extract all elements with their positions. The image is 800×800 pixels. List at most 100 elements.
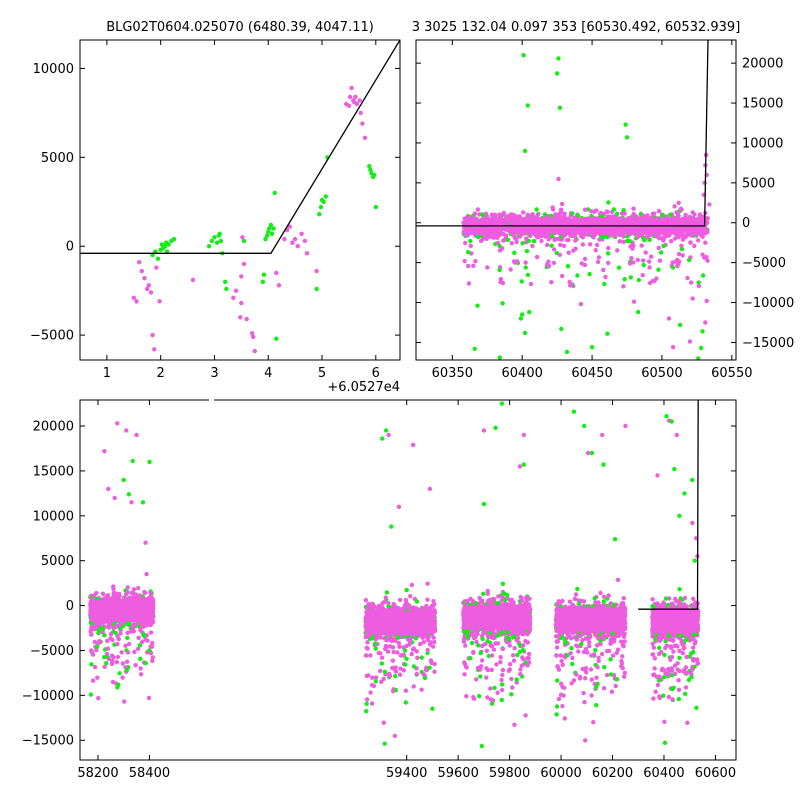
- data-point-magenta: [139, 268, 144, 274]
- data-point-band: [641, 258, 646, 263]
- data-point-green: [241, 238, 247, 244]
- data-point-band: [501, 210, 507, 216]
- data-point-band: [115, 633, 120, 639]
- data-point-magenta: [238, 315, 243, 320]
- model-curve: [80, 40, 400, 254]
- data-point-band: [501, 238, 506, 243]
- data-point-band: [150, 640, 155, 646]
- outlier-point-magenta: [676, 200, 681, 205]
- data-point-band: [373, 679, 378, 684]
- data-point-band: [552, 236, 558, 241]
- outlier-point-green: [522, 148, 528, 154]
- data-point-band: [118, 631, 123, 636]
- data-point-band: [628, 244, 633, 249]
- data-point-green: [373, 204, 378, 210]
- data-point-band: [672, 236, 678, 241]
- data-point-band: [696, 280, 701, 285]
- data-point-band: [544, 218, 549, 224]
- data-point-band: [615, 218, 620, 223]
- data-point-band: [135, 646, 141, 652]
- data-point-band: [697, 212, 703, 217]
- data-point-band: [676, 259, 682, 264]
- data-point-band: [411, 684, 416, 689]
- data-point-band: [132, 604, 138, 609]
- data-point-band: [530, 243, 535, 249]
- data-point-band: [621, 208, 626, 213]
- data-point-band: [549, 280, 554, 285]
- data-point-band: [646, 259, 652, 264]
- data-point-band: [673, 259, 679, 264]
- data-point-band: [628, 230, 633, 235]
- data-point-green: [223, 279, 228, 284]
- data-point-band: [369, 701, 375, 706]
- data-point-band: [641, 262, 646, 268]
- data-point-band: [497, 212, 502, 217]
- data-point-band: [637, 219, 642, 225]
- data-point-band: [547, 230, 552, 235]
- data-point-band: [527, 221, 532, 226]
- data-point-band: [557, 252, 562, 257]
- data-point-band: [89, 648, 94, 653]
- data-point-band: [680, 237, 686, 242]
- data-point-band: [144, 571, 149, 577]
- data-point-band: [700, 273, 706, 278]
- data-point-band: [593, 248, 598, 253]
- data-point-band: [675, 263, 680, 269]
- data-point-magenta: [287, 224, 292, 229]
- data-point-band: [431, 644, 436, 649]
- outlier-point-green: [696, 356, 701, 360]
- outlier-point-magenta: [702, 180, 707, 185]
- data-point-band: [669, 239, 674, 244]
- data-point-band: [595, 259, 601, 265]
- data-point-band: [95, 675, 100, 680]
- data-point-band: [142, 601, 148, 606]
- data-point-band: [657, 236, 662, 241]
- data-point-band: [364, 645, 369, 650]
- data-point-band: [587, 242, 593, 247]
- data-point-green: [209, 238, 214, 244]
- data-point-band: [491, 216, 496, 221]
- data-point-band: [124, 599, 130, 604]
- data-point-band: [688, 240, 693, 245]
- data-point-band: [392, 733, 398, 739]
- data-point-green: [218, 238, 224, 244]
- data-point-band: [125, 650, 131, 655]
- data-point-band: [563, 230, 568, 235]
- data-point-band: [408, 594, 413, 599]
- data-point-band: [686, 230, 691, 236]
- data-point-band: [532, 226, 537, 231]
- panel-title: 3 3025 132.04 0.097 353 [60530.492, 6053…: [412, 20, 741, 35]
- data-point-band: [606, 200, 611, 205]
- data-point-magenta: [154, 265, 159, 270]
- data-point-band: [588, 220, 594, 226]
- data-point-band: [566, 237, 571, 243]
- data-point-band: [121, 620, 126, 625]
- outlier-point-green: [636, 309, 641, 315]
- data-point-band: [430, 706, 435, 711]
- outlier-point-green: [500, 301, 505, 306]
- data-point-band: [494, 217, 500, 222]
- data-point-band: [679, 218, 684, 223]
- data-point-band: [99, 625, 105, 630]
- data-point-band: [636, 277, 641, 283]
- data-point-band: [656, 209, 662, 214]
- data-point-magenta: [314, 268, 319, 274]
- data-point-band: [108, 631, 114, 637]
- y-tick-label: 5000: [742, 176, 775, 191]
- data-point-band: [528, 281, 534, 287]
- data-point-band: [639, 229, 644, 234]
- data-point-band: [535, 228, 540, 234]
- data-point-band: [621, 234, 626, 239]
- data-point-band: [397, 672, 403, 677]
- data-point-band: [509, 212, 514, 217]
- outlier-point-magenta: [687, 339, 693, 344]
- data-point-band: [379, 655, 385, 660]
- data-point-band: [696, 283, 702, 289]
- data-point-band: [692, 243, 697, 249]
- data-point-band: [535, 212, 540, 217]
- data-point-magenta: [349, 85, 354, 91]
- outlier-point-green: [698, 345, 704, 351]
- data-point-band: [138, 666, 143, 671]
- data-point-band: [384, 590, 390, 595]
- data-point-band: [690, 210, 695, 215]
